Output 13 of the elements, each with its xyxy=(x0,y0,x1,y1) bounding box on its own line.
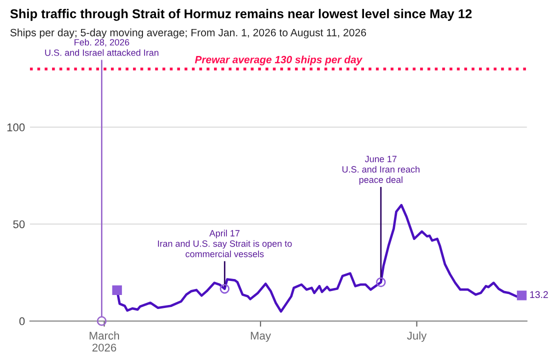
annotation: Feb. 28, 2026 U.S. and Israel attacked Iran xyxy=(45,38,158,56)
annotation: June 17 U.S. and Iran reach peace deal xyxy=(342,156,420,185)
y-tick-label: 50 xyxy=(13,220,25,228)
annotation: April 17 Iran and U.S. say Strait is open to commercial vessels xyxy=(158,230,292,258)
chart-subtitle: Ships per day; 5-day moving average; From Jan. 1, 2026 to August 11, 2026 xyxy=(10,28,366,38)
y-tick-label: 0 xyxy=(19,317,25,326)
x-tick-label: May xyxy=(250,332,271,342)
x-tick-label: July xyxy=(407,331,427,342)
chart-title: Ship traffic through Strait of Hormuz remains near lowest level since May 12 xyxy=(10,8,472,21)
x-tick-label: March 2026 xyxy=(90,331,119,352)
ref-line-label: Prewar average 130 ships per day xyxy=(194,56,363,66)
y-tick-label: 100 xyxy=(7,123,25,132)
annotation: 13.2 xyxy=(530,291,548,298)
